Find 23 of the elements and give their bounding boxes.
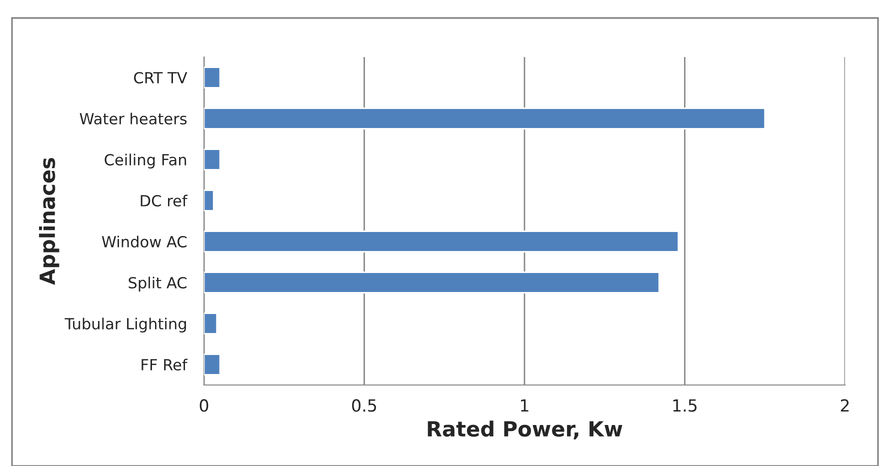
y-tick-label: Ceiling Fan — [104, 154, 186, 168]
bar — [204, 108, 766, 130]
y-axis-title: Applinaces — [39, 158, 60, 285]
bar — [204, 190, 214, 212]
x-tick-label: 2 — [840, 399, 849, 412]
bar — [204, 148, 221, 170]
x-tick-label: 1.5 — [673, 399, 697, 412]
x-tick-label: 0.5 — [352, 399, 376, 412]
y-tick-label: DC ref — [140, 194, 188, 207]
bar — [204, 354, 221, 376]
x-tick-label: 0 — [200, 399, 208, 412]
y-tick-label: Window AC — [102, 236, 187, 248]
x-axis-title: Rated Power, Kw — [428, 420, 622, 440]
y-tick-label: Water heaters — [80, 112, 187, 125]
x-tick-label: 1 — [521, 399, 528, 412]
bar — [204, 312, 218, 334]
bar — [204, 66, 221, 88]
y-tick-label: Split AC — [128, 276, 187, 292]
y-tick-label: CRT TV — [134, 72, 188, 84]
y-tick-label: Tubular Lighting — [64, 318, 186, 332]
y-tick-label: FF Ref — [142, 358, 188, 371]
bar — [204, 230, 680, 252]
bar — [204, 272, 660, 294]
